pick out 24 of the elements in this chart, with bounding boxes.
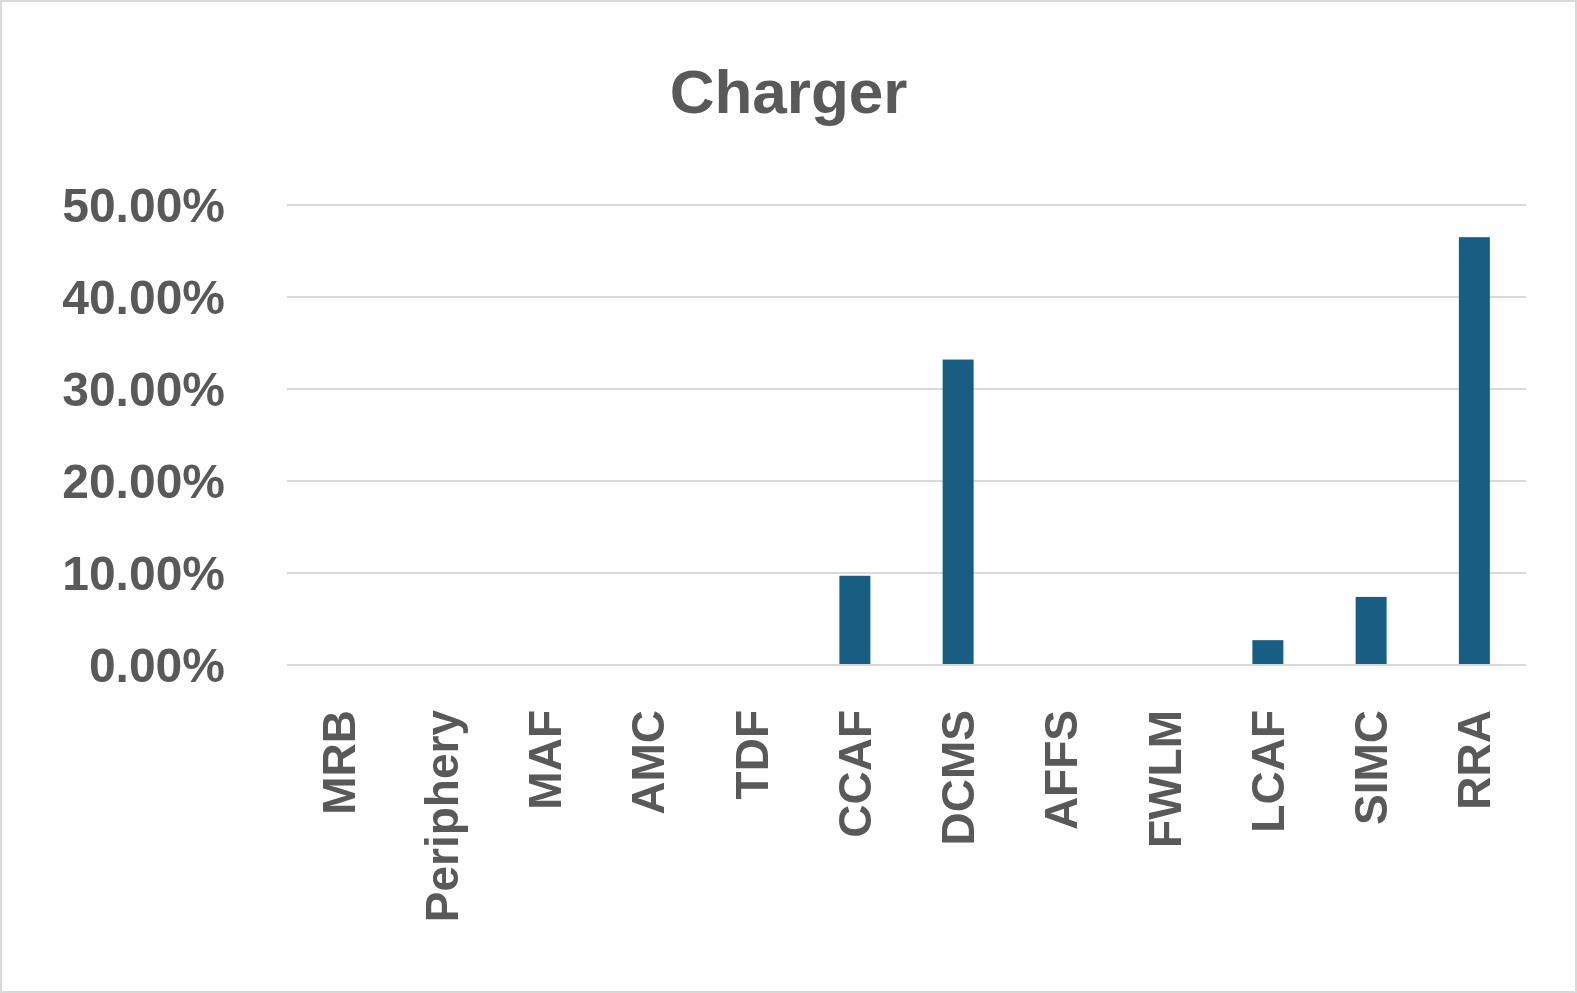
x-tick-label: RRA [1448,710,1501,810]
x-tick-label: AMC [622,710,675,815]
y-tick-label: 10.00% [62,546,225,600]
x-tick-label: Periphery [415,709,468,923]
bar [1355,596,1387,665]
x-tick-label: DCMS [932,710,985,846]
x-tick-label: SIMC [1345,710,1398,825]
y-tick-label: 50.00% [62,178,225,232]
y-tick-label: 40.00% [62,270,225,324]
y-tick-label: 30.00% [62,362,225,416]
x-tick-label: FWLM [1138,710,1191,848]
y-tick-label: 0.00% [88,638,225,692]
x-tick-label: MAF [519,710,572,810]
x-tick-label: LCAF [1241,710,1294,833]
bar [1458,237,1490,665]
chart-title: Charger [669,57,908,126]
bar [942,359,974,665]
x-tick-label: CCAF [828,710,881,838]
x-tick-label: MRB [312,710,365,815]
y-tick-label: 20.00% [62,454,225,508]
bar [1252,640,1284,665]
bar [839,575,871,665]
x-tick-label: TDF [725,710,778,800]
x-tick-label: AFFS [1035,710,1088,831]
